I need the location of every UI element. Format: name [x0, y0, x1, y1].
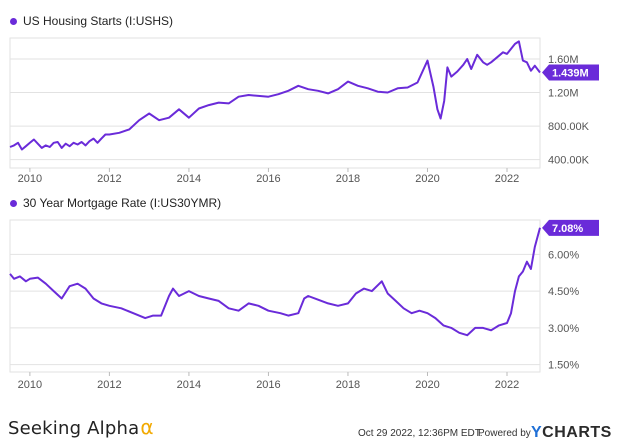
mortgage-rate-chart: 6.00% 4.50% 3.00% 1.50% 2010 2012 2014 2016 2018… — [9, 219, 599, 391]
x-tick-label: 2020 — [415, 173, 439, 185]
y-tick-label: 4.50% — [548, 286, 579, 298]
y-tick-label: 6.00% — [548, 249, 579, 261]
ycharts-y: Y — [531, 424, 543, 441]
plot-frame — [9, 37, 541, 169]
chart-2-legend: 30 Year Mortgage Rate (I:US30YMR) — [10, 196, 221, 210]
x-tick-label: 2016 — [256, 379, 280, 391]
x-tick-label: 2016 — [256, 173, 280, 185]
chart-1-legend: US Housing Starts (I:USHS) — [10, 14, 173, 28]
x-tick-label: 2020 — [415, 379, 439, 391]
alpha-symbol: α — [140, 415, 154, 439]
last-value-badge — [542, 64, 599, 81]
last-value-badge — [542, 219, 599, 236]
x-tick-label: 2014 — [177, 173, 201, 185]
x-tick-label: 2018 — [336, 173, 360, 185]
x-tick-label: 2022 — [495, 173, 519, 185]
ycharts-text: CHARTS — [542, 424, 612, 441]
series-line — [9, 227, 541, 337]
y-tick-label: 1.50% — [548, 360, 579, 372]
chart-2-legend-dot — [10, 199, 17, 207]
powered-by-label: Powered by — [478, 428, 531, 439]
x-tick-label: 2014 — [177, 379, 201, 391]
x-tick-label: 2010 — [18, 379, 42, 391]
y-tick-label: 1.20M — [548, 88, 579, 100]
x-tick-label: 2010 — [18, 173, 42, 185]
plot-frame — [9, 219, 541, 373]
x-tick-label: 2018 — [336, 379, 360, 391]
chart-1-title: US Housing Starts (I:USHS) — [23, 14, 174, 28]
y-tick-label: 800.00K — [548, 121, 590, 133]
footer: Seeking Alphaα Oct 29 2022, 12:36PM EDT.… — [0, 407, 635, 447]
y-tick-label: 3.00% — [548, 323, 579, 335]
x-tick-label: 2012 — [97, 173, 121, 185]
x-tick-label: 2012 — [97, 379, 121, 391]
housing-starts-chart: 1.60M 1.20M 800.00K 400.00K 2010 2012 2014 2016… — [9, 37, 599, 185]
last-value-label: 7.08% — [552, 223, 583, 235]
brand-name: Seeking Alpha — [8, 418, 140, 439]
last-value-label: 1.439M — [552, 67, 589, 79]
y-tick-label: 400.00K — [548, 155, 590, 167]
chart-2-title: 30 Year Mortgage Rate (I:US30YMR) — [23, 196, 222, 210]
series-line — [9, 40, 541, 151]
timestamp: Oct 29 2022, 12:36PM EDT. — [358, 428, 483, 439]
seeking-alpha-logo[interactable]: Seeking Alphaα — [8, 415, 154, 439]
x-tick-label: 2022 — [495, 379, 519, 391]
ycharts-logo[interactable]: YCHARTS — [531, 424, 612, 442]
chart-1-legend-dot — [10, 17, 17, 25]
y-tick-label: 1.60M — [548, 54, 579, 66]
